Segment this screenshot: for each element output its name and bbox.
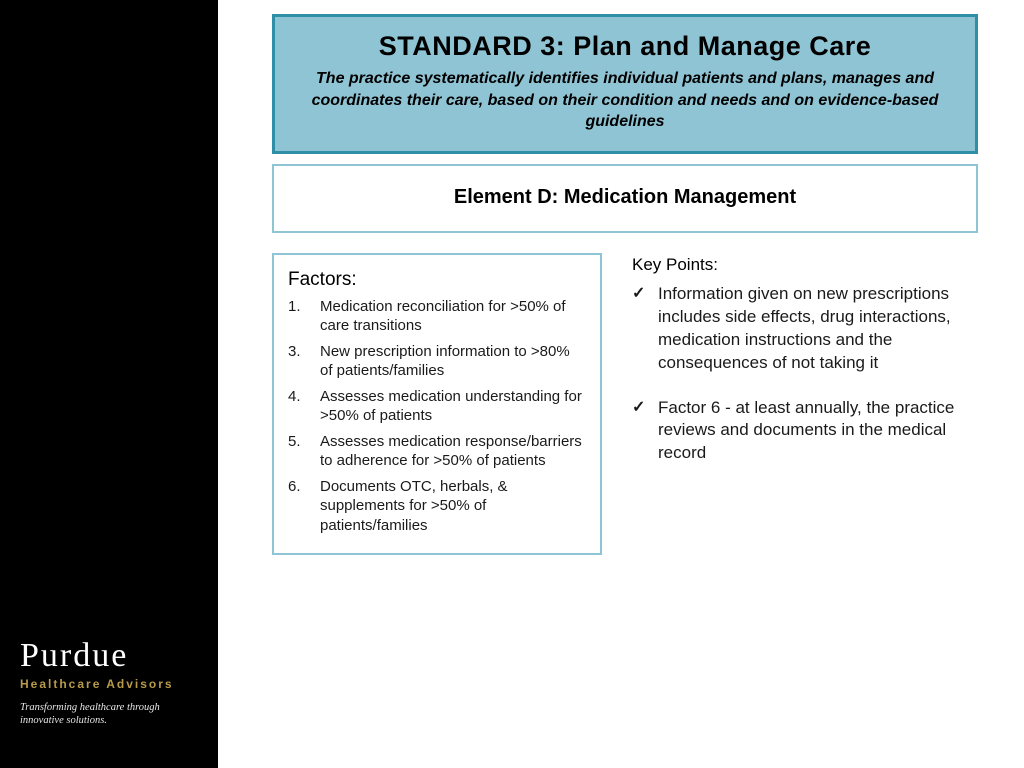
keypoints-heading: Key Points: [632,255,962,275]
factor-item-3: 4. Assesses medication understanding for… [288,387,586,426]
checkmark-icon-2: ✓ [632,397,658,466]
standard-description: The practice systematically identifies i… [295,68,955,133]
factor-text-5: Documents OTC, herbals, & supplements fo… [320,477,586,536]
logo-block: Purdue Healthcare Advisors Transforming … [20,639,200,728]
standard-box: STANDARD 3: Plan and Manage Care The pra… [272,14,978,154]
factor-text-3: Assesses medication understanding for >5… [320,387,586,426]
factor-item-5: 6. Documents OTC, herbals, & supplements… [288,477,586,536]
factor-item-1: 1. Medication reconciliation for >50% of… [288,297,586,336]
factor-number-1: 1. [288,297,320,336]
logo-tagline: Transforming healthcare through innovati… [20,701,200,728]
columns-wrapper: Factors: 1. Medication reconciliation fo… [272,253,978,556]
factors-box: Factors: 1. Medication reconciliation fo… [272,253,602,556]
standard-title: STANDARD 3: Plan and Manage Care [295,31,955,62]
factor-number-4: 5. [288,432,320,471]
factor-item-4: 5. Assesses medication response/barriers… [288,432,586,471]
factor-text-2: New prescription information to >80% of … [320,342,586,381]
logo-main-text: Purdue [20,639,200,673]
factors-list: 1. Medication reconciliation for >50% of… [288,297,586,536]
sidebar: Purdue Healthcare Advisors Transforming … [0,0,218,768]
factor-number-5: 6. [288,477,320,536]
factor-number-3: 4. [288,387,320,426]
logo-sub-text: Healthcare Advisors [20,677,200,691]
keypoints-list: ✓ Information given on new prescriptions… [632,283,962,466]
factor-text-4: Assesses medication response/barriers to… [320,432,586,471]
keypoint-item-2: ✓ Factor 6 - at least annually, the prac… [632,397,962,466]
keypoint-text-2: Factor 6 - at least annually, the practi… [658,397,962,466]
keypoint-item-1: ✓ Information given on new prescriptions… [632,283,962,375]
keypoint-text-1: Information given on new prescriptions i… [658,283,962,375]
factor-text-1: Medication reconciliation for >50% of ca… [320,297,586,336]
checkmark-icon-1: ✓ [632,283,658,375]
element-box: Element D: Medication Management [272,164,978,233]
main-content: STANDARD 3: Plan and Manage Care The pra… [272,14,978,555]
factor-number-2: 3. [288,342,320,381]
keypoints-column: Key Points: ✓ Information given on new p… [632,253,962,556]
element-title: Element D: Medication Management [284,186,966,209]
factor-item-2: 3. New prescription information to >80% … [288,342,586,381]
factors-heading: Factors: [288,269,586,291]
